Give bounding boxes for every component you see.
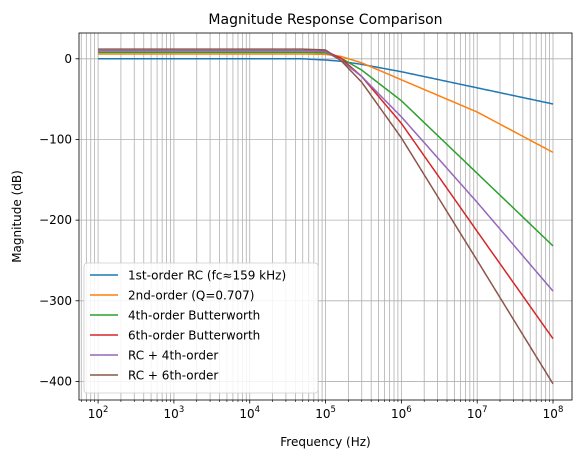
y-axis-label: Magnitude (dB) bbox=[10, 170, 24, 263]
y-tick-label: −200 bbox=[39, 213, 72, 227]
legend-label: RC + 4th-order bbox=[128, 349, 218, 363]
x-axis-ticks: 102 103 104 105 106 107 108 bbox=[80, 400, 564, 421]
y-axis-ticks: 0 −100 −200 −300 −400 bbox=[39, 52, 79, 388]
legend: 1st-order RC (fc≈159 kHz) 2nd-order (Q=0.… bbox=[83, 262, 319, 394]
legend-label: RC + 6th-order bbox=[128, 369, 218, 383]
y-tick-label: −300 bbox=[39, 294, 72, 308]
series-line bbox=[98, 58, 554, 105]
x-tick-label: 107 bbox=[467, 405, 488, 421]
legend-label: 1st-order RC (fc≈159 kHz) bbox=[128, 269, 286, 283]
legend-box bbox=[83, 262, 319, 394]
legend-label: 2nd-order (Q=0.707) bbox=[128, 289, 254, 303]
x-tick-label: 108 bbox=[543, 405, 564, 421]
x-tick-label: 105 bbox=[315, 405, 336, 421]
chart-title: Magnitude Response Comparison bbox=[208, 12, 442, 28]
series-line bbox=[98, 50, 554, 292]
series-line bbox=[98, 48, 554, 385]
y-tick-label: −400 bbox=[39, 374, 72, 388]
x-tick-label: 102 bbox=[88, 405, 109, 421]
y-tick-label: −100 bbox=[39, 132, 72, 146]
x-tick-label: 103 bbox=[164, 405, 185, 421]
x-tick-label: 106 bbox=[391, 405, 412, 421]
legend-label: 4th-order Butterworth bbox=[128, 309, 260, 323]
y-tick-label: 0 bbox=[64, 52, 72, 66]
x-axis-label: Frequency (Hz) bbox=[280, 435, 371, 449]
x-tick-label: 104 bbox=[239, 405, 260, 421]
series-line bbox=[98, 53, 554, 154]
series-lines bbox=[98, 48, 554, 385]
series-line bbox=[98, 51, 554, 247]
legend-label: 6th-order Butterworth bbox=[128, 329, 260, 343]
